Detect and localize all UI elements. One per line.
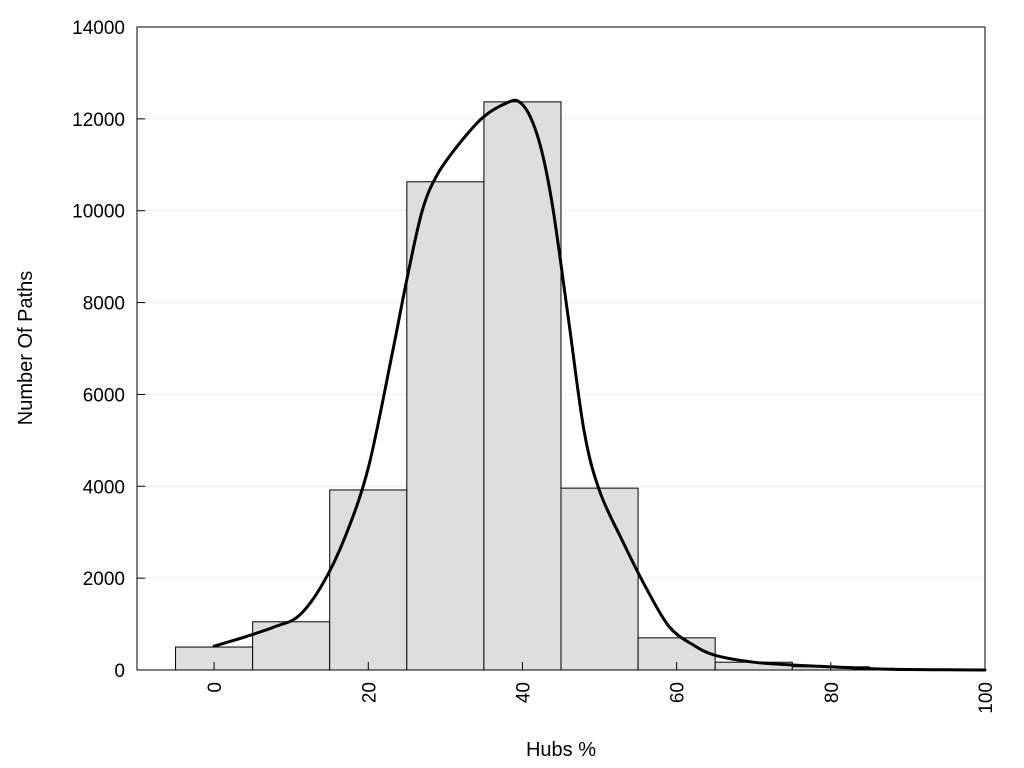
y-axis-title: Number Of Paths: [15, 271, 37, 426]
y-tick-label: 2000: [83, 569, 125, 590]
y-tick-label: 0: [114, 661, 125, 682]
x-tick-label: 40: [513, 682, 534, 703]
y-tick-label: 10000: [72, 202, 125, 223]
x-tick-label: 80: [822, 682, 843, 703]
density-curve: [212, 98, 987, 672]
x-tick-label: 100: [976, 682, 997, 714]
y-tick-label: 12000: [72, 110, 125, 131]
histogram-bar: [406, 181, 485, 671]
x-axis-title: Hubs %: [526, 739, 596, 761]
x-tick-label: 60: [668, 682, 689, 703]
y-tick-label: 4000: [83, 477, 125, 498]
y-tick-label: 6000: [83, 385, 125, 406]
axis-ticks: [137, 26, 986, 671]
histogram-bar: [329, 489, 408, 671]
plot-frame: [136, 26, 986, 671]
histogram-bars: [175, 101, 986, 671]
x-tick-label: 0: [205, 682, 226, 693]
x-tick-label: 20: [359, 682, 380, 703]
x-tick-labels: 0 20 40 60 80 100: [205, 682, 997, 714]
y-tick-label: 8000: [83, 294, 125, 315]
histogram-bar: [560, 487, 639, 671]
y-tick-label: 14000: [72, 18, 125, 39]
y-tick-labels: 0 2000 4000 6000 8000 10000 12000 14000: [72, 18, 125, 682]
